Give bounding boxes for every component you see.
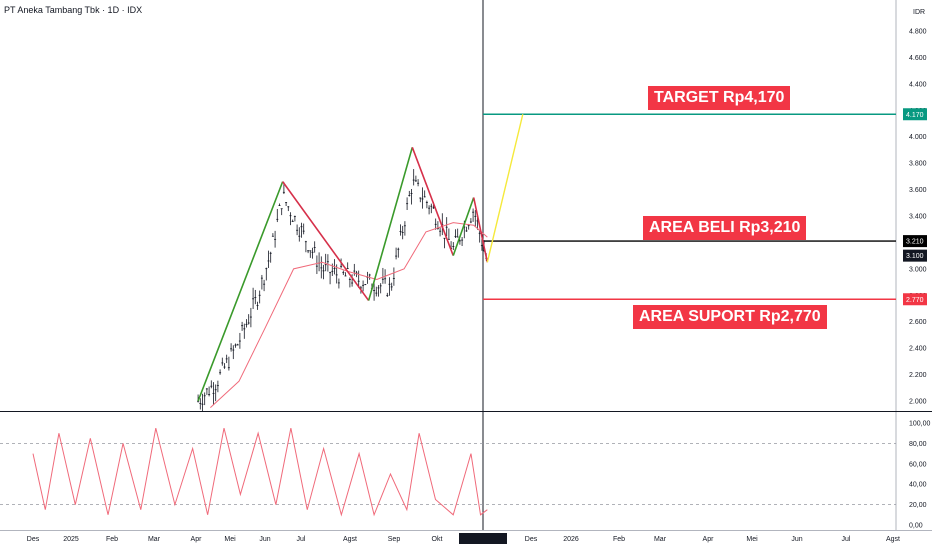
level-label-box: AREA BELI Rp3,210 (643, 216, 807, 240)
time-tick-label: Agst (343, 536, 357, 543)
projection-line (486, 114, 524, 263)
price-tick-label: 4.800 (909, 29, 927, 36)
price-badge (903, 249, 927, 262)
stochastic-line (32, 427, 488, 517)
time-tick-label: Mar (148, 536, 161, 543)
zigzag-down-leg (472, 197, 489, 263)
price-tick-label: 2.200 (909, 372, 927, 379)
time-tick-label: Sep (388, 536, 401, 543)
moving-average-line (210, 222, 488, 408)
oscillator-tick-label: 60,00 (909, 461, 927, 468)
price-tick-label: 2.000 (909, 399, 927, 406)
time-tick-label: Apr (703, 536, 715, 543)
price-tick-label: 3.000 (909, 266, 927, 273)
time-tick-label: Feb (613, 536, 625, 543)
time-tick-label: Jun (791, 536, 802, 543)
zigzag-up-leg (452, 197, 475, 256)
time-tick-label: Jul (297, 536, 306, 543)
oscillator-tick-label: 40,00 (909, 482, 927, 489)
time-tick-label: Mei (224, 536, 236, 543)
current-date-badge (459, 533, 507, 544)
price-tick-label: 3.600 (909, 187, 927, 194)
price-tick-label: 3.800 (909, 161, 927, 168)
time-tick-label: Apr (191, 536, 203, 543)
oscillator-tick-label: 0,00 (909, 523, 923, 530)
time-tick-label: Okt (432, 536, 443, 543)
time-tick-label: Feb (106, 536, 118, 543)
price-badge (903, 108, 927, 121)
price-tick-label: 4.400 (909, 81, 927, 88)
oscillator-tick-label: 100,00 (909, 421, 931, 428)
price-tick-label: 2.600 (909, 319, 927, 326)
price-tick-label: 4.000 (909, 134, 927, 141)
price-badge-label: 4.170 (906, 112, 924, 119)
time-tick-label: Agst (886, 536, 900, 543)
oscillator-axis-ticks: 100,00 80,00 60,00 40,00 20,00 0,00 (909, 421, 931, 530)
oscillator-tick-label: 20,00 (909, 502, 927, 509)
symbol-title: PT Aneka Tambang Tbk · 1D · IDX (4, 5, 143, 15)
price-tick-label: 2.400 (909, 346, 927, 353)
price-tick-label: 4.600 (909, 55, 927, 62)
price-badge-label: 2.770 (906, 297, 924, 304)
zigzag-down-leg (411, 147, 454, 256)
time-tick-label: 2025 (63, 536, 79, 543)
zigzag-up-leg (197, 181, 284, 402)
time-tick-label: Mar (654, 536, 667, 543)
time-tick-label: Des (27, 536, 40, 543)
time-tick-label: 2026 (563, 536, 579, 543)
price-tick-label: 3.400 (909, 214, 927, 221)
price-badge (903, 235, 927, 248)
oscillator-tick-label: 80,00 (909, 441, 927, 448)
currency-label: IDR (913, 9, 925, 16)
zigzag-down-leg (282, 181, 370, 302)
time-tick-label: Des (525, 536, 538, 543)
price-axis-ticks: 4.8004.6004.4004.2004.0003.8003.6003.400… (909, 29, 927, 406)
price-badge-label: 3.100 (906, 253, 924, 260)
time-tick-label: Mei (746, 536, 758, 543)
time-tick-label: Jul (842, 536, 851, 543)
time-tick-label: Jun (259, 536, 270, 543)
level-label-box: TARGET Rp4,170 (648, 86, 791, 110)
zigzag-up-leg (367, 147, 414, 301)
price-badge (903, 293, 927, 306)
price-badge-label: 3.210 (906, 239, 924, 246)
level-label-box: AREA SUPORT Rp2,770 (633, 305, 827, 329)
